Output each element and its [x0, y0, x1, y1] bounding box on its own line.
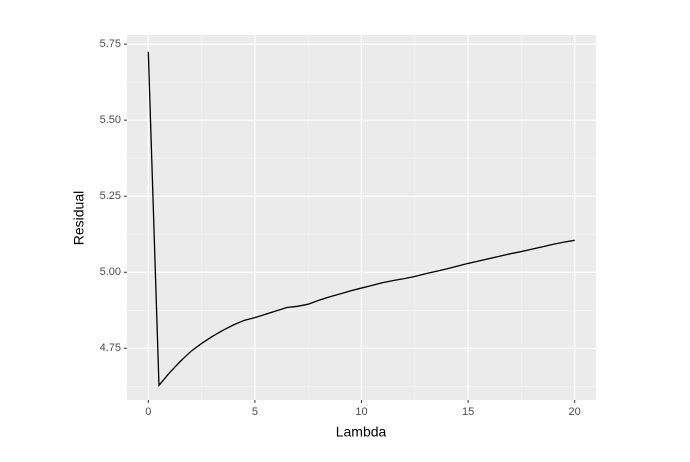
x-tick-label: 10: [355, 406, 367, 418]
y-tick-label: 4.75: [100, 342, 121, 354]
y-tick-label: 5.00: [100, 266, 121, 278]
x-axis-title: Lambda: [336, 424, 387, 440]
y-tick-label: 5.75: [100, 38, 121, 50]
x-tick-label: 0: [145, 406, 151, 418]
x-tick-label: 15: [462, 406, 474, 418]
x-tick-label: 5: [252, 406, 258, 418]
y-tick-label: 5.25: [100, 190, 121, 202]
x-tick-label: 20: [569, 406, 581, 418]
y-tick-label: 5.50: [100, 114, 121, 126]
line: [147, 51, 575, 388]
y-axis-title: Residual: [71, 191, 87, 245]
